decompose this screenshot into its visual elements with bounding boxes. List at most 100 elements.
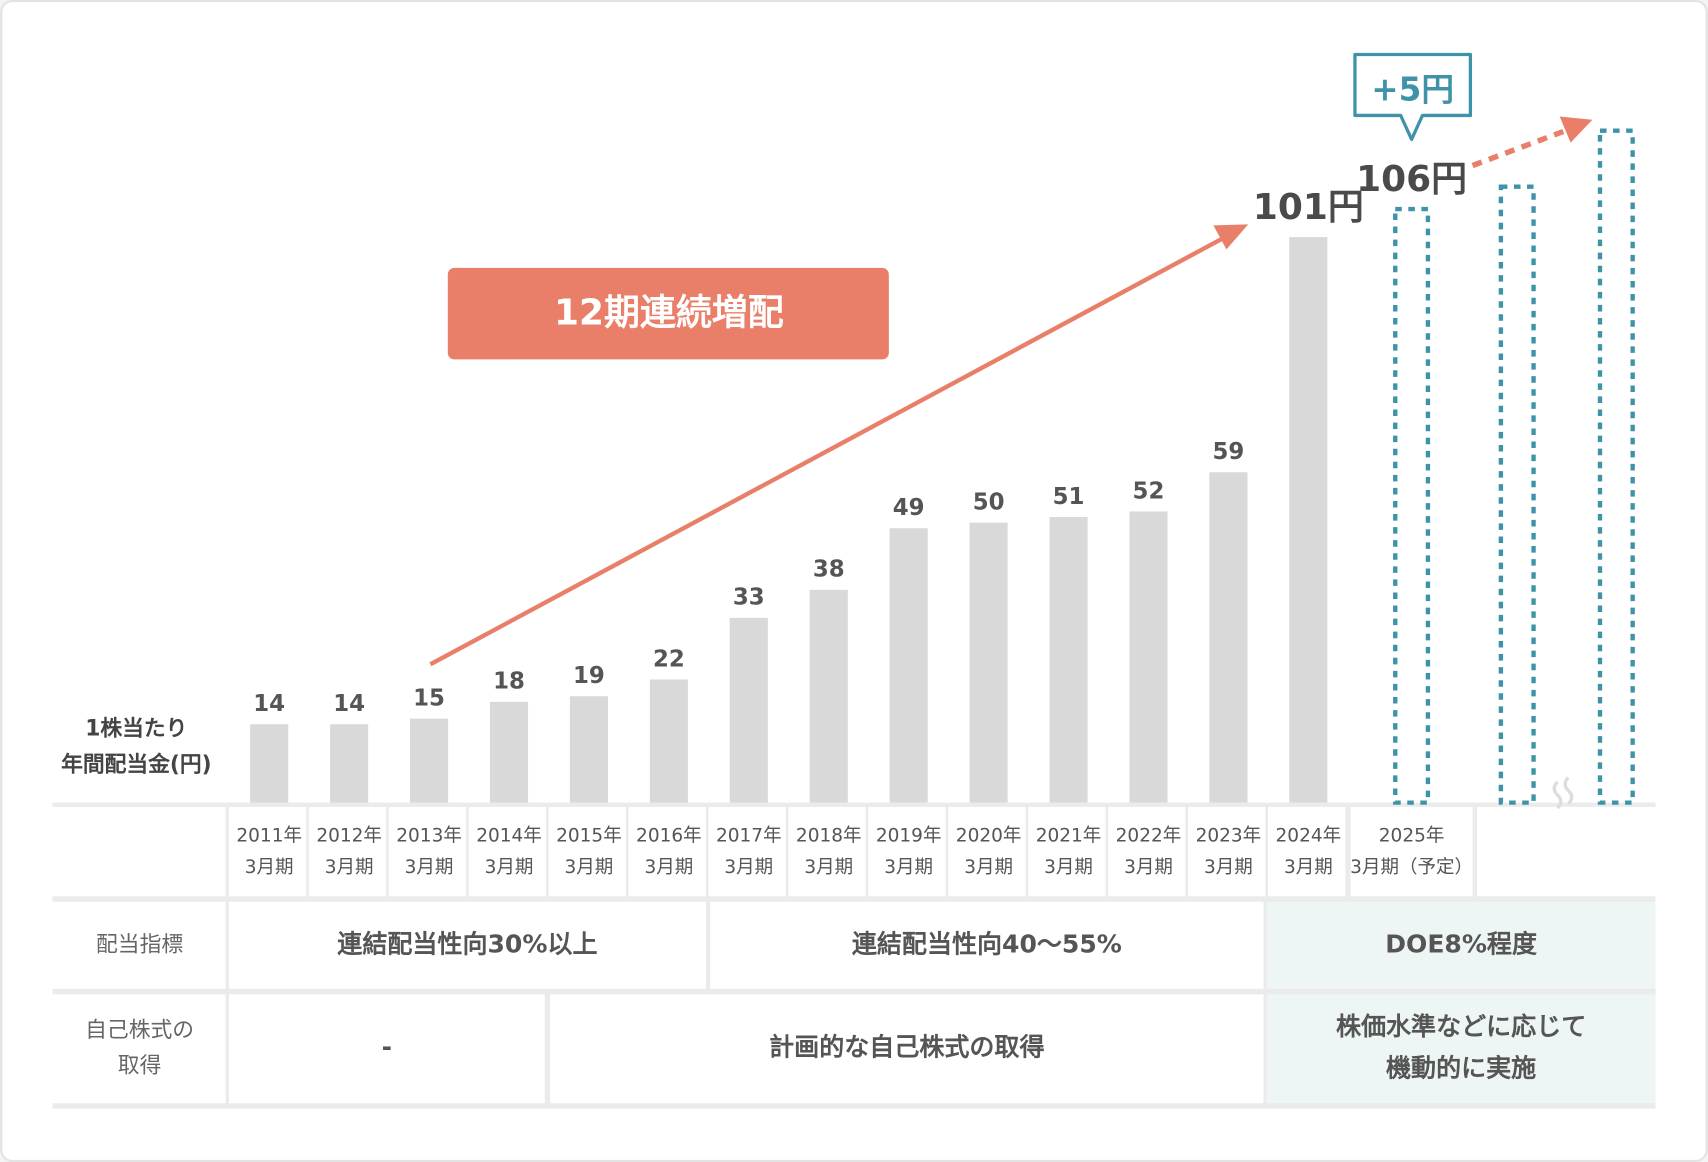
data-label: 106円 (1356, 159, 1467, 200)
x-tick-label: 2015年 (556, 825, 622, 846)
cell (710, 901, 1264, 989)
x-tick-label: 2011年 (236, 825, 302, 846)
cell (550, 994, 1264, 1104)
callout-text: +5円 (1371, 70, 1454, 108)
bar (1129, 511, 1168, 803)
category-cell (308, 806, 387, 897)
row-label: 自己株式の (85, 1018, 194, 1043)
bar (250, 724, 289, 803)
arrow-head (1213, 224, 1249, 250)
x-tick-label: 3月期 (485, 857, 534, 878)
x-tick-label: 3月期 (644, 857, 693, 878)
x-tick-label: 3月期 (245, 857, 294, 878)
category-cell (868, 806, 946, 897)
data-label: 101円 (1253, 187, 1364, 228)
future-bar (1597, 128, 1635, 805)
cell-text: 機動的に実施 (1386, 1053, 1536, 1082)
bar (410, 718, 449, 803)
category-cell (708, 806, 786, 897)
data-label: 50 (973, 490, 1005, 516)
bar (889, 528, 928, 803)
category-cell (788, 806, 866, 897)
x-tick-label: 3月期 (804, 857, 853, 878)
cell-text: 計画的な自己株式の取得 (769, 1033, 1044, 1062)
category-cell (1268, 806, 1346, 897)
x-tick-label: 3月期 (565, 857, 614, 878)
x-tick-label: 2025年 (1379, 825, 1445, 846)
cell-text: 連結配当性向40〜55% (852, 929, 1122, 958)
x-tick-label: 3月期（予定） (1350, 857, 1473, 878)
x-tick-label: 2019年 (876, 825, 942, 846)
x-tick-label: 3月期 (724, 857, 773, 878)
category-cell (468, 806, 547, 897)
data-label: 19 (573, 663, 605, 689)
data-label: 49 (893, 495, 925, 521)
cell (228, 994, 545, 1104)
category-cell (228, 806, 307, 897)
cell (52, 806, 226, 897)
x-tick-label: 3月期 (884, 857, 933, 878)
category-cell (948, 806, 1026, 897)
bar (969, 522, 1008, 803)
bar (330, 724, 369, 803)
trend-arrow (429, 233, 1230, 667)
streak-text: 12期連続増配 (554, 293, 784, 334)
cell-text: 株価水準などに応じて (1336, 1012, 1586, 1041)
x-tick-label: 2013年 (396, 825, 462, 846)
bar (729, 617, 768, 803)
data-label: 38 (813, 557, 845, 583)
data-label: 14 (333, 691, 365, 717)
category-cell (388, 806, 467, 897)
streak-box (447, 267, 889, 360)
bar (489, 701, 529, 803)
x-tick-label: 3月期 (405, 857, 454, 878)
data-label: 33 (733, 585, 765, 611)
cell-text: DOE8%程度 (1385, 929, 1537, 958)
category-cell (628, 806, 706, 897)
x-tick-label: 2016年 (636, 825, 702, 846)
x-tick-label: 2021年 (1036, 825, 1102, 846)
x-tick-label: 2017年 (716, 825, 782, 846)
data-label: 15 (413, 686, 445, 712)
x-tick-label: 3月期 (1284, 857, 1333, 878)
x-tick-label: 3月期 (1044, 857, 1093, 878)
x-tick-label: 3月期 (1204, 857, 1253, 878)
category-cell (548, 806, 626, 897)
x-tick-label: 2012年 (316, 825, 382, 846)
callout (1353, 52, 1473, 142)
bar (809, 589, 848, 803)
x-tick-label: 2022年 (1116, 825, 1182, 846)
cell-text: 連結配当性向30%以上 (337, 929, 597, 958)
category-cell (1188, 806, 1266, 897)
data-label: 22 (653, 646, 685, 672)
y-axis-label: 1株当たり (85, 717, 187, 742)
row-label: 取得 (118, 1054, 162, 1079)
data-label: 51 (1053, 484, 1085, 510)
x-tick-label: 3月期 (325, 857, 374, 878)
bar (1049, 517, 1088, 803)
category-cell (1476, 806, 1656, 897)
table: 2011年 3月期 2012年 3月期 2013年 3月期 2014年 3月期 2015年 3月期… (52, 806, 1656, 1104)
category-cell (1028, 806, 1106, 897)
x-tick-label: 3月期 (964, 857, 1013, 878)
data-label: 18 (493, 669, 525, 695)
arrow-head (1559, 116, 1593, 143)
cell (1266, 994, 1656, 1104)
bar (1289, 237, 1328, 803)
row-label-cell (52, 901, 226, 989)
category-cell (1350, 806, 1473, 897)
data-label: 14 (253, 691, 285, 717)
cell-text: - (382, 1033, 392, 1062)
bar (569, 696, 608, 803)
x-tick-label: 3月期 (1124, 857, 1173, 878)
squiggle (1552, 776, 1574, 810)
data-label: 52 (1133, 478, 1165, 504)
forecast-bar (1393, 206, 1431, 805)
x-tick-label: 2023年 (1196, 825, 1262, 846)
x-tick-label: 2024年 (1276, 825, 1342, 846)
bar (1209, 472, 1248, 803)
row-label: 配当指標 (96, 932, 183, 957)
row-label-cell (52, 994, 226, 1104)
